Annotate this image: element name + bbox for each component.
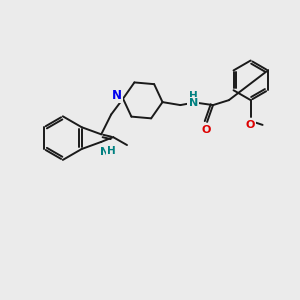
Text: N: N: [189, 98, 198, 108]
Text: N: N: [112, 89, 122, 102]
Text: H: H: [189, 91, 198, 101]
Text: H: H: [107, 146, 116, 156]
Text: O: O: [245, 120, 254, 130]
Text: O: O: [201, 125, 211, 135]
Text: N: N: [100, 147, 109, 157]
